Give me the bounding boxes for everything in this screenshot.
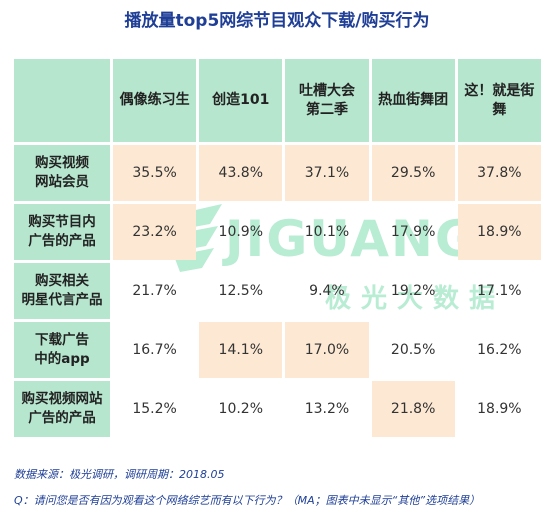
cell-value: 21.8% <box>390 401 436 417</box>
row-header: 购买相关 明星代言产品 <box>14 263 110 319</box>
table-cell: 18.9% <box>458 381 541 437</box>
table-row: 购买视频网站 广告的产品 15.2% 10.2% 13.2% 21.8% 18.9% <box>14 381 541 437</box>
table-row: 购买节目内 广告的产品 23.2% 10.9% 10.1% 17.9% 18.9% <box>14 204 541 260</box>
table-cell: 15.2% <box>113 381 196 437</box>
table-cell: 16.2% <box>458 322 541 378</box>
column-header: 偶像练习生 <box>113 59 197 142</box>
table-cell: 37.1% <box>285 145 369 201</box>
table-cell: 9.4% <box>285 263 368 319</box>
table-cell: 10.2% <box>199 381 282 437</box>
column-header: 这！就是街 舞 <box>457 59 541 142</box>
table-cell: 21.7% <box>113 263 196 319</box>
cell-value: 19.2% <box>390 283 436 299</box>
cell-value: 18.9% <box>477 224 522 240</box>
cell-value: 17.0% <box>304 342 350 358</box>
table-cell: 10.1% <box>285 204 368 260</box>
table-cell: 12.5% <box>199 263 282 319</box>
column-header: 热血街舞团 <box>371 59 455 142</box>
chart-title: 播放量top5网综节目观众下载/购买行为 <box>124 11 430 31</box>
column-header: 吐槽大会 第二季 <box>285 59 369 142</box>
table-cell: 37.8% <box>457 145 541 201</box>
table-cell: 10.9% <box>199 204 282 260</box>
cell-value: 9.4% <box>309 283 345 299</box>
table-cell: 43.8% <box>199 145 283 201</box>
cell-value: 35.5% <box>132 165 177 181</box>
table-body: 购买视频 网站会员 35.5% 43.8% 37.1% 29.5% 37.8% 购买节目内 … <box>14 145 541 437</box>
cell-value: 17.9% <box>390 224 436 240</box>
table-cell: 17.1% <box>458 263 541 319</box>
cell-value: 37.1% <box>304 165 350 181</box>
table-cell: 13.2% <box>285 381 368 437</box>
cell-value: 37.8% <box>477 165 522 181</box>
table-cell: 23.2% <box>113 204 197 260</box>
table-cell: 29.5% <box>371 145 455 201</box>
cell-value: 43.8% <box>218 165 264 181</box>
cell-value: 17.1% <box>477 283 522 299</box>
table-cell: 17.9% <box>372 204 455 260</box>
data-table: 偶像练习生 创造101 吐槽大会 第二季 热血街舞团 这！就是街 舞 购买视频 网站会员… <box>11 56 544 440</box>
cell-value: 16.7% <box>132 342 177 358</box>
cell-value: 12.5% <box>218 283 264 299</box>
cell-value: 13.2% <box>304 401 350 417</box>
cell-value: 29.5% <box>390 165 436 181</box>
table-corner <box>14 59 110 142</box>
table-cell: 14.1% <box>199 322 283 378</box>
table-cell: 21.8% <box>371 381 455 437</box>
question-note: Q：请问您是否有因为观看这个网络综艺而有以下行为？（MA；图表中未显示“其他”选… <box>14 494 481 507</box>
table-cell: 18.9% <box>457 204 541 260</box>
column-header: 创造101 <box>199 59 283 142</box>
cell-value: 10.1% <box>304 224 350 240</box>
table-row: 购买相关 明星代言产品 21.7% 12.5% 9.4% 19.2% 17.1% <box>14 263 541 319</box>
cell-value: 23.2% <box>132 224 177 240</box>
row-header: 购买节目内 广告的产品 <box>14 204 110 260</box>
cell-value: 21.7% <box>132 283 177 299</box>
cell-value: 10.2% <box>218 401 264 417</box>
cell-value: 15.2% <box>132 401 177 417</box>
row-header: 下载广告 中的app <box>14 322 110 378</box>
cell-value: 18.9% <box>477 401 522 417</box>
cell-value: 10.9% <box>218 224 264 240</box>
cell-value: 14.1% <box>218 342 264 358</box>
cell-value: 16.2% <box>477 342 522 358</box>
header-row: 偶像练习生 创造101 吐槽大会 第二季 热血街舞团 这！就是街 舞 <box>14 59 541 142</box>
table-cell: 20.5% <box>372 322 455 378</box>
row-header: 购买视频网站 广告的产品 <box>14 381 110 437</box>
table-row: 下载广告 中的app 16.7% 14.1% 17.0% 20.5% 16.2% <box>14 322 541 378</box>
table-row: 购买视频 网站会员 35.5% 43.8% 37.1% 29.5% 37.8% <box>14 145 541 201</box>
table-cell: 16.7% <box>113 322 196 378</box>
table-cell: 19.2% <box>372 263 455 319</box>
cell-value: 20.5% <box>390 342 436 358</box>
source-note: 数据来源：极光调研，调研周期：2018.05 <box>14 468 225 481</box>
row-header: 购买视频 网站会员 <box>14 145 110 201</box>
table-cell: 17.0% <box>285 322 369 378</box>
table-cell: 35.5% <box>113 145 197 201</box>
